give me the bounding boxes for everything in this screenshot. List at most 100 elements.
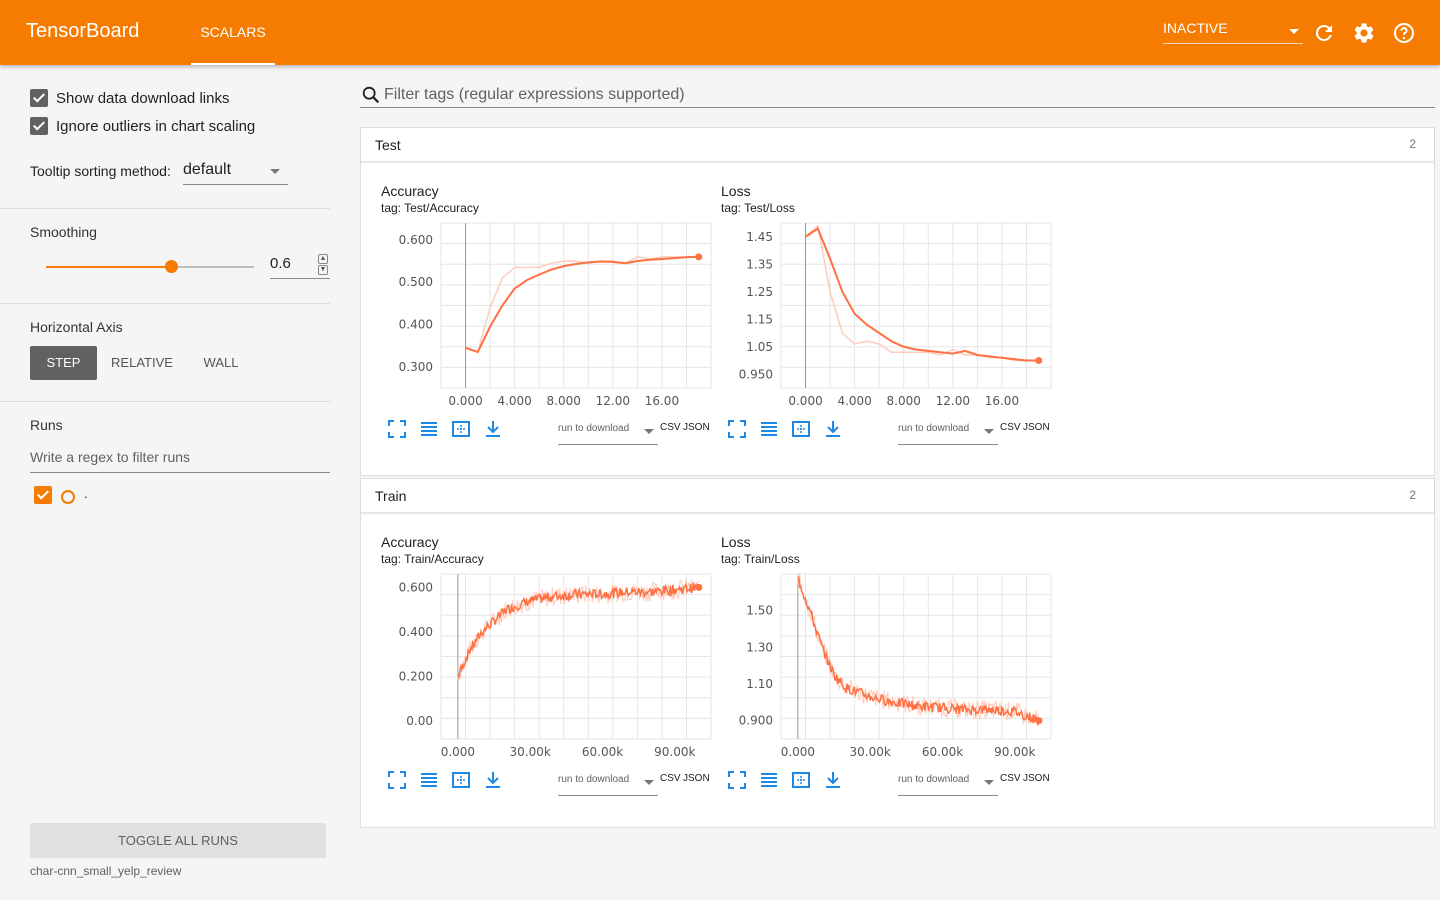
y-tick-label: 0.400	[399, 625, 433, 639]
series-raw-line	[797, 572, 1040, 725]
axis-step-button[interactable]: STEP	[30, 346, 97, 380]
toggle-log-scale-icon[interactable]	[419, 770, 439, 790]
section-header[interactable]: Train 2	[361, 479, 1434, 513]
run-to-download-select[interactable]: run to download	[898, 423, 998, 445]
run-to-download-select[interactable]: run to download	[558, 774, 658, 796]
app-title: TensorBoard	[26, 20, 140, 42]
chart-title: Loss	[721, 534, 751, 550]
fullscreen-icon[interactable]	[387, 770, 407, 790]
fit-domain-icon[interactable]	[451, 770, 471, 790]
x-tick-label: 30.00k	[510, 745, 551, 759]
run-to-download-label: run to download	[558, 774, 630, 785]
show-download-links-checkbox[interactable]: Show data download links	[30, 89, 229, 107]
sidebar: Show data download links Ignore outliers…	[0, 65, 345, 900]
settings-icon[interactable]	[1352, 21, 1376, 45]
fit-domain-icon[interactable]	[791, 770, 811, 790]
csv-download-link[interactable]: CSV	[660, 422, 681, 433]
runs-filter-input[interactable]: Write a regex to filter runs	[30, 449, 330, 473]
x-tick-label: 12.00	[936, 394, 970, 408]
run-to-download-select[interactable]: run to download	[898, 774, 998, 796]
axis-relative-button[interactable]: RELATIVE	[111, 355, 173, 370]
chart-test-loss: Loss tag: Test/Loss 0.950 1.05 1.15 1.25 1.3…	[721, 183, 1061, 473]
csv-download-link[interactable]: CSV	[1000, 773, 1021, 784]
section-card-test: Test 2 Accuracy tag: Test/Accuracy 0.300…	[360, 127, 1435, 476]
toggle-all-runs-button[interactable]: TOGGLE ALL RUNS	[30, 823, 326, 858]
csv-download-link[interactable]: CSV	[1000, 422, 1021, 433]
y-tick-label: 1.25	[746, 285, 773, 299]
fullscreen-icon[interactable]	[727, 419, 747, 439]
download-icon[interactable]	[823, 770, 843, 790]
chart-plot[interactable]: 0.950 1.05 1.15 1.25 1.35 1.45 0.000 4.000 8.000…	[721, 218, 1061, 418]
section-card-train: Train 2 Accuracy tag: Train/Accuracy 0.0…	[360, 478, 1435, 828]
toggle-log-scale-icon[interactable]	[759, 419, 779, 439]
help-icon[interactable]	[1392, 21, 1416, 45]
spinner-down-icon[interactable]: ▼	[318, 265, 328, 275]
chart-plot[interactable]: 0.300 0.400 0.500 0.600 0.000 4.000 8.000 12.00…	[381, 218, 721, 418]
x-tick-label: 60.00k	[922, 745, 963, 759]
chevron-down-icon	[644, 429, 654, 434]
series-smoothed-line	[465, 255, 699, 354]
download-icon[interactable]	[483, 770, 503, 790]
chart-plot[interactable]: 0.900 1.10 1.30 1.50 0.000 30.00k 60.00k 90.00k	[721, 569, 1061, 769]
section-header[interactable]: Test 2	[361, 128, 1434, 162]
smoothing-slider-thumb[interactable]	[165, 260, 178, 273]
show-download-links-label: Show data download links	[56, 89, 230, 107]
toggle-log-scale-icon[interactable]	[759, 770, 779, 790]
y-tick-label: 0.600	[399, 233, 433, 247]
json-download-link[interactable]: JSON	[1023, 422, 1050, 433]
json-download-link[interactable]: JSON	[1023, 773, 1050, 784]
series-endpoint	[1035, 357, 1043, 364]
axis-wall-button[interactable]: WALL	[203, 355, 239, 370]
toggle-log-scale-icon[interactable]	[419, 419, 439, 439]
y-tick-label: 1.30	[746, 640, 773, 654]
y-tick-label: 1.05	[746, 340, 773, 354]
y-tick-label: 1.50	[746, 604, 773, 618]
run-row[interactable]	[34, 486, 60, 504]
tag-filter-field[interactable]: Filter tags (regular expressions support…	[360, 82, 1435, 108]
run-checkbox-checked-icon[interactable]	[34, 486, 52, 504]
fit-domain-icon[interactable]	[791, 419, 811, 439]
refresh-icon[interactable]	[1312, 21, 1336, 45]
series-raw-line	[465, 256, 699, 354]
y-tick-label: 0.500	[399, 275, 433, 289]
y-tick-label: 0.400	[399, 318, 433, 332]
smoothing-slider[interactable]	[46, 260, 254, 273]
tab-scalars[interactable]: SCALARS	[191, 0, 275, 65]
x-tick-label: 8.000	[887, 394, 921, 408]
search-icon	[362, 86, 380, 104]
ignore-outliers-label: Ignore outliers in chart scaling	[56, 117, 256, 135]
fullscreen-icon[interactable]	[727, 770, 747, 790]
chevron-down-icon	[984, 429, 994, 434]
download-icon[interactable]	[483, 419, 503, 439]
inactive-dropdown-label: INACTIVE	[1163, 20, 1228, 36]
section-count: 2	[1409, 137, 1416, 151]
ignore-outliers-checkbox[interactable]: Ignore outliers in chart scaling	[30, 117, 255, 135]
chart-toolbar: run to download CSV JSON	[727, 419, 1067, 449]
chart-plot[interactable]: 0.00 0.200 0.400 0.600 0.000 30.00k 60.00k 90.0…	[381, 569, 721, 769]
checkbox-checked-icon[interactable]	[30, 117, 48, 135]
json-download-link[interactable]: JSON	[683, 422, 710, 433]
fit-domain-icon[interactable]	[451, 419, 471, 439]
fullscreen-icon[interactable]	[387, 419, 407, 439]
y-tick-label: 0.300	[399, 360, 433, 374]
section-title: Train	[375, 488, 407, 504]
series-endpoint	[695, 253, 703, 261]
x-tick-label: 0.000	[448, 394, 482, 408]
chart-train-loss: Loss tag: Train/Loss 0.900 1.10 1.30 1.50 0.…	[721, 534, 1061, 824]
divider	[0, 303, 330, 304]
tooltip-sorting-select[interactable]: default	[183, 161, 288, 185]
y-tick-label: 1.35	[746, 257, 773, 271]
top-app-bar: TensorBoard SCALARS INACTIVE	[0, 0, 1440, 65]
spinner-up-icon[interactable]: ▲	[318, 254, 328, 264]
chart-toolbar: run to download CSV JSON	[387, 770, 727, 800]
json-download-link[interactable]: JSON	[683, 773, 710, 784]
inactive-plugins-dropdown[interactable]: INACTIVE	[1163, 20, 1303, 44]
divider	[0, 208, 330, 209]
run-to-download-select[interactable]: run to download	[558, 423, 658, 445]
checkbox-checked-icon[interactable]	[30, 89, 48, 107]
download-icon[interactable]	[823, 419, 843, 439]
chevron-down-icon	[644, 780, 654, 785]
run-color-radio[interactable]	[61, 490, 75, 504]
csv-download-link[interactable]: CSV	[660, 773, 681, 784]
smoothing-input[interactable]: 0.6 ▲ ▼	[270, 254, 330, 279]
